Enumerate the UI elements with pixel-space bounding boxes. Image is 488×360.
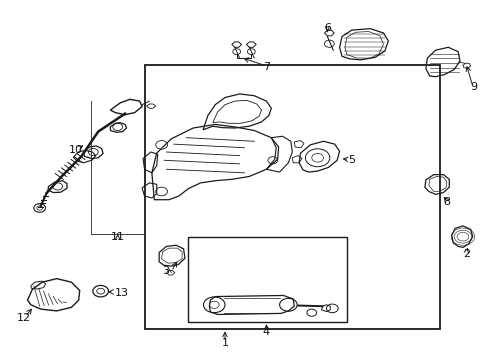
Bar <box>188 237 346 321</box>
Text: 4: 4 <box>263 327 269 337</box>
Text: 11: 11 <box>110 232 124 242</box>
Text: 13: 13 <box>115 288 129 298</box>
Text: 5: 5 <box>347 155 355 165</box>
Text: 8: 8 <box>443 197 449 207</box>
Text: 3: 3 <box>162 266 168 276</box>
Text: 2: 2 <box>462 248 469 258</box>
Text: 10: 10 <box>69 144 83 154</box>
Text: 6: 6 <box>323 23 330 33</box>
Text: 1: 1 <box>221 338 228 348</box>
Text: 7: 7 <box>263 62 269 72</box>
Text: 12: 12 <box>17 313 31 323</box>
Bar <box>144 65 439 329</box>
Text: 9: 9 <box>469 82 476 92</box>
